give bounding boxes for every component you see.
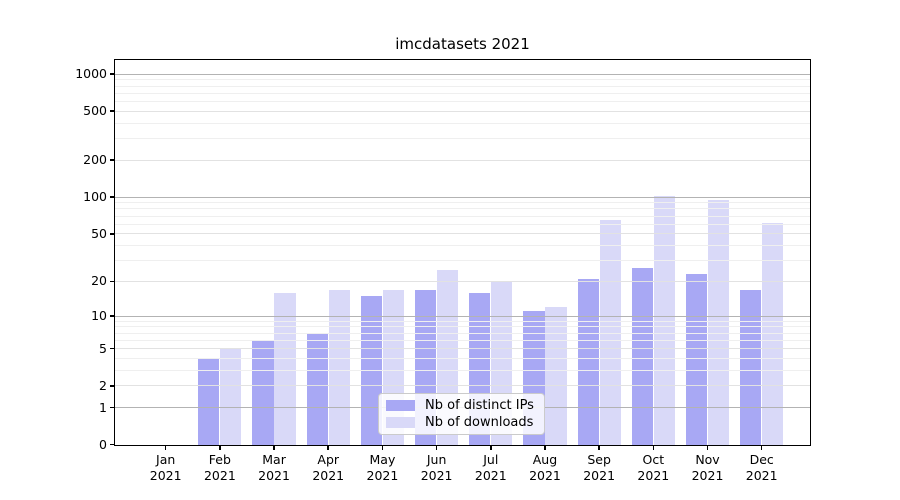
x-tick (273, 444, 275, 450)
chart-title: imcdatasets 2021 (395, 35, 530, 53)
gridline-major (115, 73, 810, 75)
legend-label-downloads: Nb of downloads (425, 415, 534, 430)
x-tick (435, 444, 438, 450)
x-tick-label: Sep 2021 (583, 451, 616, 484)
y-tick-label: 2 (99, 377, 107, 393)
y-tick (110, 443, 115, 446)
gridline-minor (115, 92, 810, 94)
y-tick-label: 5 (99, 340, 107, 356)
y-tick (110, 385, 115, 387)
legend-swatch-downloads (386, 417, 415, 428)
legend: Nb of distinct IPs Nb of downloads (378, 393, 545, 435)
gridline-major (115, 196, 810, 198)
gridline-minor (115, 138, 810, 140)
y-tick (110, 406, 115, 409)
x-tick (760, 444, 763, 450)
bar-distinct-ips (252, 340, 274, 445)
x-tick-label: Mar 2021 (258, 451, 290, 484)
x-tick-label: Jul 2021 (474, 451, 507, 484)
gridline-minor (115, 332, 810, 334)
bar-downloads (707, 199, 730, 445)
gridline-major (115, 315, 810, 317)
x-tick-label: Apr 2021 (312, 451, 345, 484)
legend-row-downloads: Nb of downloads (386, 415, 537, 430)
y-tick-label: 50 (91, 225, 107, 241)
gridline-labeled_minor (115, 385, 810, 387)
x-tick-label: Dec 2021 (745, 451, 778, 484)
x-tick (706, 444, 709, 450)
gridline-labeled_minor (115, 280, 810, 282)
x-tick (164, 444, 167, 450)
gridline-minor (115, 122, 810, 124)
bar-downloads (545, 307, 567, 445)
x-tick-label: Aug 2021 (529, 451, 561, 484)
y-tick-label: 20 (91, 273, 107, 289)
y-tick (110, 315, 115, 317)
x-tick (219, 444, 221, 450)
gridline-labeled_minor (115, 233, 810, 235)
gridline-minor (115, 259, 810, 261)
y-tick-label: 500 (83, 103, 107, 119)
x-tick-label: Jan 2021 (149, 451, 182, 484)
x-tick-label: Jun 2021 (420, 451, 453, 484)
x-tick-label: Nov 2021 (691, 451, 724, 484)
y-tick (110, 280, 115, 283)
y-tick-label: 1000 (75, 66, 107, 82)
bar-downloads (328, 289, 350, 445)
y-tick (110, 196, 115, 198)
gridline-minor (115, 339, 810, 341)
x-tick (598, 444, 600, 450)
y-tick-label: 200 (83, 152, 107, 168)
x-tick-label: Feb 2021 (203, 451, 236, 484)
x-tick (652, 444, 655, 450)
y-tick-label: 0 (99, 436, 107, 452)
gridline-labeled_minor (115, 348, 810, 350)
y-tick (110, 159, 115, 161)
bar-distinct-ips (198, 358, 220, 445)
y-tick (110, 233, 115, 235)
bar-downloads (653, 195, 675, 445)
gridline-minor (115, 326, 810, 328)
plot-frame (114, 59, 811, 446)
bar-downloads (599, 219, 621, 445)
gridline-minor (115, 208, 810, 210)
bar-distinct-ips (685, 274, 708, 445)
y-tick (110, 110, 115, 112)
bar-downloads (762, 223, 784, 445)
y-tick (110, 73, 115, 75)
gridline-minor (115, 85, 810, 87)
gridline-labeled_minor (115, 159, 810, 161)
bar-downloads (274, 292, 296, 445)
legend-label-distinct-ips: Nb of distinct IPs (425, 398, 534, 413)
gridline-minor (115, 320, 810, 322)
gridline-minor (115, 79, 810, 81)
legend-row-distinct-ips: Nb of distinct IPs (386, 398, 537, 413)
bar-distinct-ips (631, 267, 653, 445)
x-tick-label: May 2021 (366, 451, 399, 484)
gridline-minor (115, 202, 810, 204)
gridline-minor (115, 100, 810, 102)
gridline-minor (115, 223, 810, 225)
bar-distinct-ips (740, 289, 762, 445)
y-tick-label: 1 (99, 399, 107, 415)
gridline-minor (115, 357, 810, 359)
y-tick-label: 100 (83, 189, 107, 205)
legend-swatch-distinct-ips (386, 400, 415, 411)
bar-distinct-ips (306, 333, 328, 445)
bar-distinct-ips (577, 278, 599, 445)
x-tick-label: Oct 2021 (637, 451, 670, 484)
gridline-minor (115, 369, 810, 371)
bar-downloads (220, 348, 242, 445)
y-tick (110, 347, 115, 350)
gridline-labeled_minor (115, 110, 810, 112)
x-tick (490, 444, 492, 450)
x-tick (381, 444, 384, 450)
x-tick (327, 444, 329, 450)
y-tick-label: 10 (91, 308, 107, 324)
gridline-minor (115, 244, 810, 246)
gridline-minor (115, 215, 810, 217)
x-tick (544, 444, 546, 450)
